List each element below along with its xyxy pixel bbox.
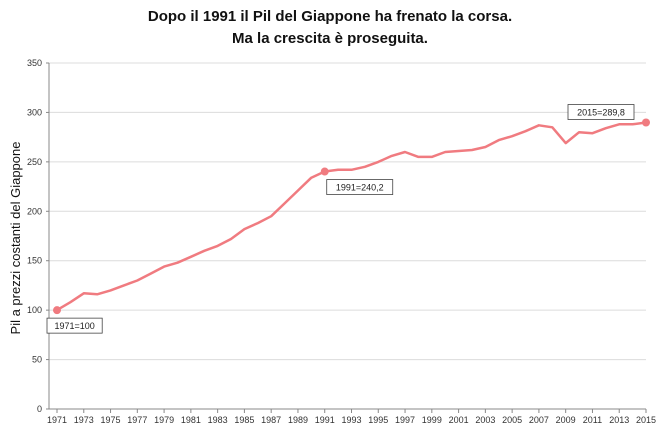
marker-label-box (326, 179, 394, 195)
marker-label: 1991=240,2 (336, 183, 384, 193)
x-tick-label: 1985 (234, 415, 254, 425)
annotations: 1971=100 1991=240,2 2015=289,8 (46, 104, 650, 334)
x-tick-label: 1987 (261, 415, 281, 425)
x-tick-label: 2001 (449, 415, 469, 425)
x-tick-label: 1999 (422, 415, 442, 425)
marker-label: 1971=100 (54, 321, 94, 331)
x-tick-label: 1977 (127, 415, 147, 425)
x-axis-ticks: 1971 1973 1975 1977 1979 1981 1983 1985 1987 1989… (47, 409, 656, 425)
chart-title-line-1: Dopo il 1991 il Pil del Giappone ha fren… (147, 8, 513, 25)
x-tick-label: 1973 (74, 415, 94, 425)
y-tick-label: 200 (27, 206, 42, 216)
x-tick-label: 2007 (529, 415, 549, 425)
marker-point (53, 306, 61, 315)
chart-title: Dopo il 1991 il Pil del Giappone ha fren… (0, 6, 660, 50)
marker-point (320, 167, 329, 176)
grid-lines (49, 62, 646, 361)
marker-label: 2015=289,8 (577, 108, 625, 118)
x-tick-label: 1993 (341, 415, 361, 425)
y-tick-label: 0 (37, 404, 42, 414)
y-tick-label: 300 (27, 107, 42, 117)
x-tick-label: 1979 (154, 415, 174, 425)
y-axis-label: Pil a prezzi costanti del Giappone (8, 142, 23, 335)
series (55, 121, 648, 312)
marker-point (642, 118, 650, 127)
y-tick-label: 350 (27, 58, 42, 68)
x-tick-label: 1995 (368, 415, 388, 425)
x-tick-label: 1997 (395, 415, 415, 425)
x-tick-label: 1975 (101, 415, 121, 425)
y-tick-label: 150 (27, 256, 42, 266)
x-tick-label: 1971 (47, 415, 67, 425)
x-tick-label: 2013 (609, 415, 629, 425)
y-tick-label: 250 (27, 157, 42, 167)
x-tick-label: 2015 (636, 415, 656, 425)
x-tick-label: 2003 (475, 415, 495, 425)
x-tick-label: 2005 (502, 415, 522, 425)
x-tick-label: 1991 (315, 415, 335, 425)
x-tick-label: 1983 (208, 415, 228, 425)
x-tick-label: 2011 (583, 415, 602, 425)
marker-label-box (567, 104, 635, 120)
marker-label-box (46, 317, 103, 334)
y-axis-ticks: 0 50 100 150 200 250 300 350 (27, 58, 49, 414)
y-tick-label: 50 (32, 355, 42, 365)
chart-title-line-2: Ma la crescita è proseguita. (232, 30, 428, 47)
series-line (55, 121, 648, 312)
x-tick-label: 1989 (288, 415, 308, 425)
y-tick-label: 100 (27, 305, 42, 315)
axes (48, 63, 646, 410)
x-tick-label: 1981 (181, 415, 201, 425)
x-tick-label: 2009 (556, 415, 576, 425)
